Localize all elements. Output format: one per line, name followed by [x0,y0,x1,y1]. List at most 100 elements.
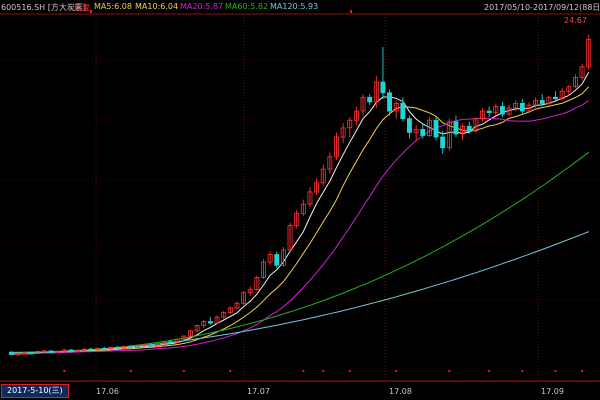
candle-up [62,349,67,352]
candle-up [95,347,100,351]
candle-up [314,182,319,193]
candle-down [440,136,446,149]
candle-up [340,127,346,138]
event-marker [348,370,351,372]
tick-label-jun: 17.06 [96,387,119,396]
ma120-line [11,231,589,354]
event-marker [448,370,451,372]
candle-up [373,81,379,103]
candle-up [247,289,253,294]
candle-up [15,353,21,356]
grid [0,13,600,382]
candle-up [134,345,140,348]
event-markers [63,10,584,372]
candle-up [121,345,127,349]
candle-down [433,119,439,138]
ma5-label: MA5:6.08 [94,2,132,11]
ma60-line [11,151,589,353]
candle-down [88,348,94,351]
candle-up [347,119,353,129]
stock-code: 600516.SH [方大炭素] [1,3,86,12]
tick-label-aug: 17.08 [389,387,412,396]
event-marker [302,370,305,372]
candle-up [353,110,359,121]
max-price-label: 24.67 [564,16,587,25]
candle-up [513,103,519,109]
candle-up [221,312,227,318]
candle-up [254,276,260,290]
candles [8,34,592,356]
event-marker [229,370,232,372]
event-marker [488,370,491,372]
candle-up [241,292,246,304]
candle-up [174,338,180,343]
current-date-badge[interactable]: 2017-5-10(三) [1,384,69,398]
candle-up [586,39,592,68]
candle-down [28,352,34,355]
candle-down [207,321,213,324]
candle-up [280,249,286,266]
candle-up [42,350,47,353]
candle-up [413,128,419,133]
candle-down [400,103,406,120]
candle-up [234,302,240,309]
candle-up [573,77,578,88]
event-marker [521,370,524,372]
candle-down [499,106,505,115]
candle-up [201,321,207,326]
ma120-label: MA120:5.93 [270,2,319,11]
ma60-label: MA60:5.82 [225,2,269,11]
candle-down [115,346,120,349]
candle-down [274,254,280,266]
candle-down [553,96,558,100]
ma20-line [11,100,589,355]
candle-up [506,107,512,115]
candle-down [380,81,386,94]
candle-up [460,125,465,135]
candle-down [168,341,173,344]
candle-down [48,350,54,353]
candle-down [406,118,412,133]
moving-average-lines [11,72,590,355]
candle-down [466,125,472,132]
candle-up [566,86,572,92]
candle-down [387,92,392,112]
candle-up [579,66,585,78]
candle-up [493,106,499,113]
candle-up [187,330,193,337]
candle-up [35,350,41,354]
candle-up [154,343,160,347]
candle-down [68,349,74,352]
event-marker [322,370,325,372]
candle-up [393,103,399,112]
candle-up [473,118,479,132]
candle-up [300,203,306,214]
candle-up [446,121,452,149]
candle-up [161,341,167,345]
adjustment-label[interactable]: 后复 [74,3,90,12]
tick-label-jul: 17.07 [247,387,270,396]
x-axis: 17.06 17.07 17.08 17.09 [0,381,600,400]
candle-up [426,119,432,136]
event-marker [581,370,584,372]
ma20-label: MA20:5.87 [180,2,224,11]
candle-up [227,307,233,313]
candle-up [141,344,147,347]
candle-up [55,350,61,353]
date-range: 2017/05/10-2017/09/12(88日) [484,3,600,12]
event-marker [350,10,352,13]
candle-up [287,225,293,251]
tick-label-sep: 17.09 [541,387,564,396]
candle-up [559,90,565,100]
event-marker [90,10,92,13]
candle-down [519,103,525,112]
candle-down [539,100,545,104]
candle-up [214,316,220,324]
candle-up [181,335,187,340]
candle-down [453,121,459,135]
candle-up [533,100,538,106]
candle-up [267,254,273,263]
candle-up [194,325,200,332]
candle-up [333,136,339,158]
